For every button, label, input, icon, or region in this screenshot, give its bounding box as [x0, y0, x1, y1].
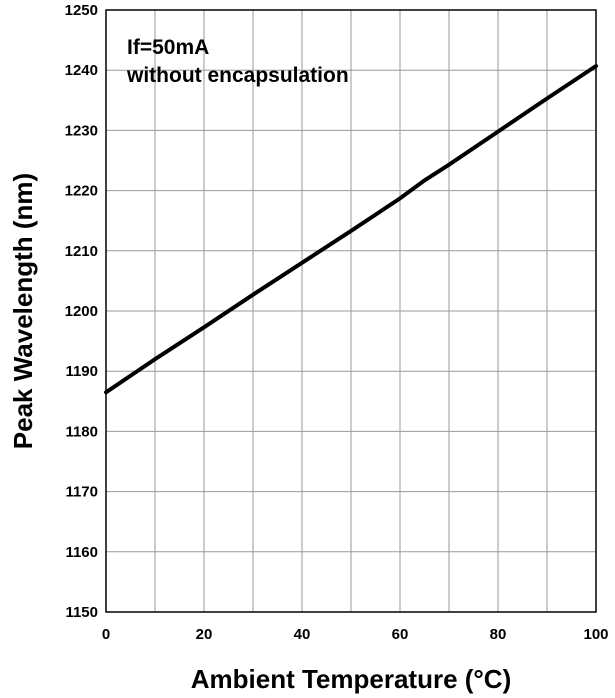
y-tick-label: 1220 — [65, 183, 98, 200]
y-axis-ticks: 1150 1160 1170 1180 1190 1200 1210 1220 1230 1240… — [65, 2, 98, 621]
y-tick-label: 1210 — [65, 243, 98, 260]
y-tick-label: 1160 — [65, 544, 98, 561]
x-axis-title: Ambient Temperature (°C) — [191, 664, 512, 694]
series-layer — [104, 64, 598, 395]
y-tick-label: 1200 — [65, 303, 98, 320]
y-axis-title: Peak Wavelength (nm) — [8, 173, 38, 449]
annotation-condition: without encapsulation — [126, 64, 349, 87]
y-tick-label: 1230 — [65, 122, 98, 139]
y-tick-label: 1240 — [65, 62, 98, 79]
x-axis-ticks: 0 20 40 60 80 100 — [102, 626, 609, 643]
y-tick-label: 1250 — [65, 2, 98, 19]
y-tick-label: 1150 — [65, 604, 98, 621]
annotation-current: If=50mA — [127, 36, 209, 59]
grid — [106, 10, 596, 612]
series-line-0 — [104, 64, 598, 395]
x-tick-label: 20 — [196, 626, 213, 643]
x-tick-label: 60 — [392, 626, 409, 643]
y-tick-label: 1170 — [65, 484, 98, 501]
plot-area-frame — [105, 9, 597, 613]
x-tick-label: 100 — [583, 626, 608, 643]
x-tick-label: 80 — [490, 626, 507, 643]
x-tick-label: 0 — [102, 626, 110, 643]
y-tick-label: 1190 — [65, 363, 98, 380]
y-tick-label: 1180 — [65, 423, 98, 440]
x-tick-label: 40 — [294, 626, 311, 643]
